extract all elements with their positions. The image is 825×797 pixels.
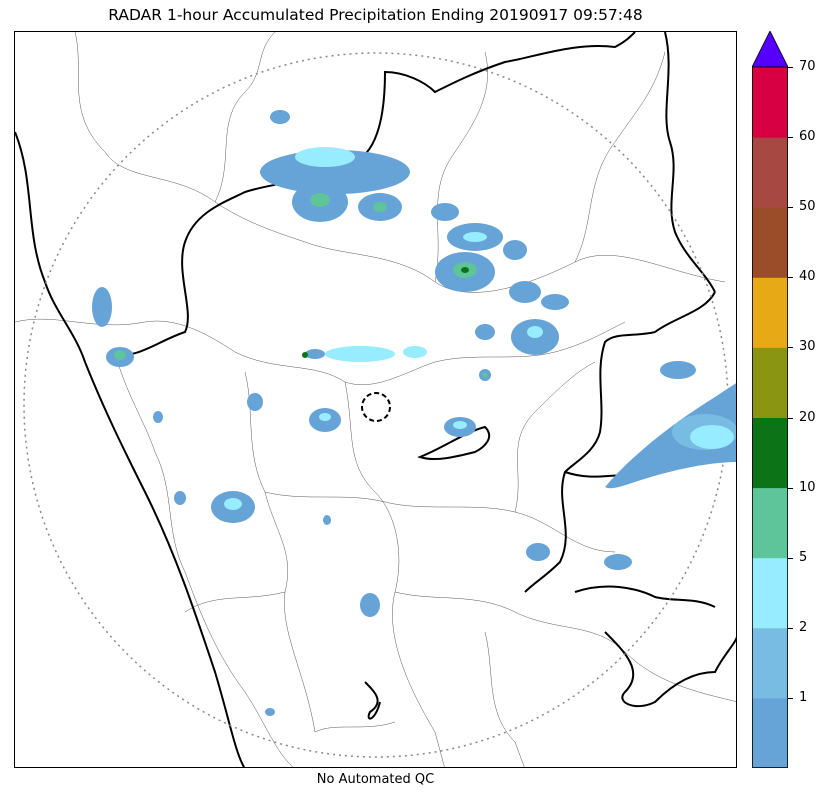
colorbar-tick-label: 1 [799, 689, 808, 705]
colorbar-tick-label: 50 [799, 199, 816, 215]
precipitation-echoes [92, 110, 736, 716]
colorbar-tick-label: 20 [799, 409, 816, 425]
state-boundaries [15, 32, 736, 767]
colorbar-tick-label: 5 [799, 549, 808, 565]
colorbar-tick-mark [788, 347, 793, 349]
colorbar-tick-label: 60 [799, 129, 816, 145]
colorbar-band [752, 557, 788, 629]
colorbar-tick-mark [788, 417, 793, 419]
colorbar-band [752, 347, 788, 418]
colorbar-band [752, 207, 788, 278]
colorbar-tick-label: 10 [799, 479, 816, 495]
district-boundaries [15, 32, 736, 767]
colorbar-band [752, 697, 788, 768]
colorbar-tick-mark [788, 207, 793, 209]
colorbar-tick-label: 70 [799, 59, 816, 74]
qc-note: No Automated QC [316, 772, 435, 787]
colorbar-outline [752, 66, 788, 768]
colorbar-band [752, 137, 788, 208]
colorbar-tick-mark [788, 277, 793, 279]
colorbar-tick-label: 2 [799, 619, 808, 635]
colorbar-band [752, 417, 788, 489]
colorbar-tick-mark [788, 67, 793, 68]
colorbar-band [752, 487, 788, 559]
colorbar-band [752, 627, 788, 699]
colorbar-tick-label: 40 [799, 269, 816, 285]
colorbar-band [752, 277, 788, 348]
colorbar-band [752, 67, 788, 138]
map-panel [14, 31, 737, 768]
colorbar-tick-mark [788, 627, 793, 629]
map-svg [15, 32, 736, 767]
colorbar-tick-mark [788, 487, 793, 489]
colorbar-tick-mark [788, 137, 793, 139]
colorbar-tick-mark [788, 697, 793, 699]
colorbar [752, 31, 788, 768]
colorbar-tick-mark [788, 557, 793, 559]
chart-title: RADAR 1-hour Accumulated Precipitation E… [108, 6, 643, 24]
colorbar-tick-label: 30 [799, 339, 816, 355]
colorbar-extend-arrow [752, 31, 788, 68]
radar-site-marker [361, 392, 391, 422]
